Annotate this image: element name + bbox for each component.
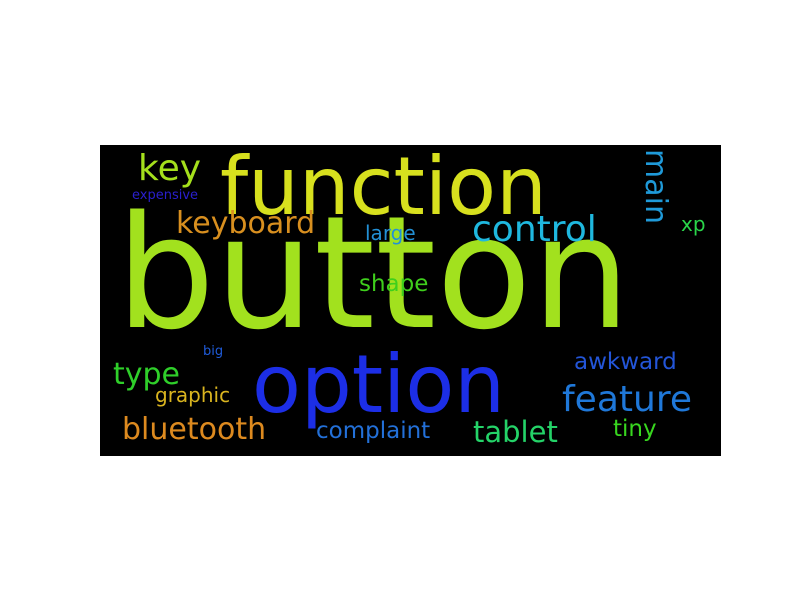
word-feature: feature [562, 379, 692, 420]
word-option: option [252, 338, 505, 431]
word-xp: xp [681, 212, 706, 236]
word-control: control [472, 209, 597, 250]
word-big: big [203, 344, 224, 359]
word-bluetooth: bluetooth [122, 412, 267, 447]
word-complaint: complaint [316, 418, 431, 444]
word-awkward: awkward [574, 349, 677, 375]
word-tiny: tiny [613, 416, 657, 442]
word-keyboard: keyboard [176, 206, 316, 241]
word-expensive: expensive [132, 188, 199, 203]
word-button: button [116, 182, 631, 364]
word-large: large [365, 221, 416, 245]
word-tablet: tablet [473, 415, 558, 449]
word-cloud: button function option key keyboard cont… [100, 145, 721, 456]
word-key: key [138, 148, 202, 189]
word-shape: shape [359, 271, 429, 297]
word-graphic: graphic [155, 383, 231, 407]
word-function: function [220, 145, 547, 233]
word-main: main [638, 149, 673, 224]
word-type: type [113, 357, 181, 392]
